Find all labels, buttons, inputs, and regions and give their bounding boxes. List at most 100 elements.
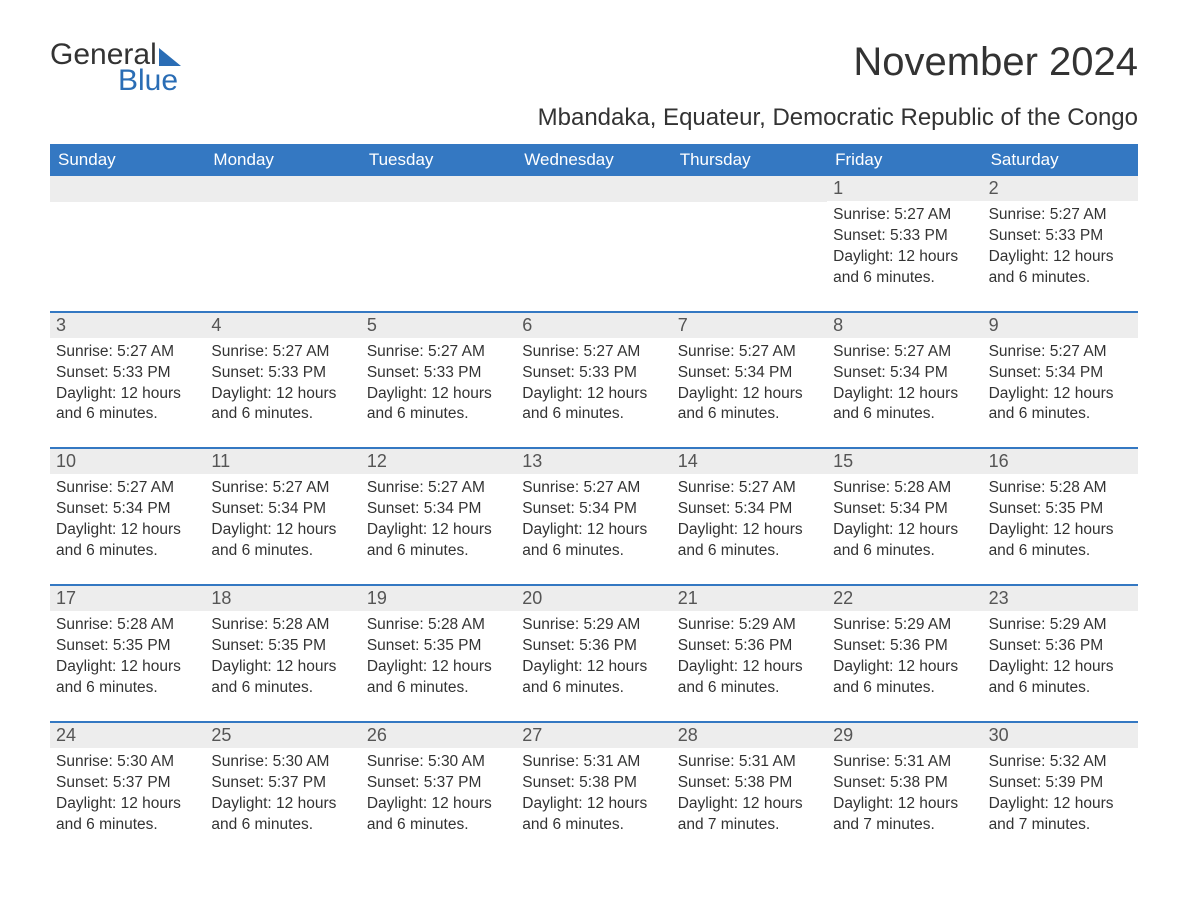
daylight-line: Daylight: 12 hours and 6 minutes.	[678, 520, 821, 562]
sunrise-line: Sunrise: 5:27 AM	[678, 342, 821, 363]
daylight-line: Daylight: 12 hours and 6 minutes.	[833, 384, 976, 426]
sunrise-line: Sunrise: 5:30 AM	[211, 752, 354, 773]
sunrise-line: Sunrise: 5:27 AM	[989, 342, 1132, 363]
day-number: 8	[827, 313, 982, 338]
sunrise-line: Sunrise: 5:27 AM	[833, 342, 976, 363]
day-number	[672, 176, 827, 202]
sunrise-line: Sunrise: 5:31 AM	[678, 752, 821, 773]
day-content: Sunrise: 5:28 AMSunset: 5:34 PMDaylight:…	[827, 474, 982, 566]
day-cell: 5Sunrise: 5:27 AMSunset: 5:33 PMDaylight…	[361, 313, 516, 430]
day-cell: 24Sunrise: 5:30 AMSunset: 5:37 PMDayligh…	[50, 723, 205, 840]
sunrise-line: Sunrise: 5:27 AM	[522, 478, 665, 499]
day-cell: 12Sunrise: 5:27 AMSunset: 5:34 PMDayligh…	[361, 449, 516, 566]
day-number	[516, 176, 671, 202]
day-cell: 2Sunrise: 5:27 AMSunset: 5:33 PMDaylight…	[983, 176, 1138, 293]
logo: General Blue	[50, 40, 181, 96]
day-number: 28	[672, 723, 827, 748]
day-cell: 14Sunrise: 5:27 AMSunset: 5:34 PMDayligh…	[672, 449, 827, 566]
daylight-line: Daylight: 12 hours and 6 minutes.	[833, 247, 976, 289]
day-content: Sunrise: 5:27 AMSunset: 5:34 PMDaylight:…	[827, 338, 982, 430]
day-cell: 27Sunrise: 5:31 AMSunset: 5:38 PMDayligh…	[516, 723, 671, 840]
day-number: 25	[205, 723, 360, 748]
weekday-header-cell: Saturday	[983, 144, 1138, 176]
sunset-line: Sunset: 5:34 PM	[367, 499, 510, 520]
day-number: 23	[983, 586, 1138, 611]
sunset-line: Sunset: 5:38 PM	[833, 773, 976, 794]
day-number	[361, 176, 516, 202]
day-content: Sunrise: 5:29 AMSunset: 5:36 PMDaylight:…	[672, 611, 827, 703]
sunset-line: Sunset: 5:33 PM	[989, 226, 1132, 247]
sunrise-line: Sunrise: 5:27 AM	[522, 342, 665, 363]
week-row: 24Sunrise: 5:30 AMSunset: 5:37 PMDayligh…	[50, 721, 1138, 840]
day-number: 15	[827, 449, 982, 474]
weekday-header-cell: Sunday	[50, 144, 205, 176]
daylight-line: Daylight: 12 hours and 6 minutes.	[989, 520, 1132, 562]
day-cell	[50, 176, 205, 293]
day-content: Sunrise: 5:32 AMSunset: 5:39 PMDaylight:…	[983, 748, 1138, 840]
day-number: 21	[672, 586, 827, 611]
sunrise-line: Sunrise: 5:28 AM	[211, 615, 354, 636]
day-number: 19	[361, 586, 516, 611]
day-cell: 22Sunrise: 5:29 AMSunset: 5:36 PMDayligh…	[827, 586, 982, 703]
sunset-line: Sunset: 5:33 PM	[833, 226, 976, 247]
day-content: Sunrise: 5:27 AMSunset: 5:33 PMDaylight:…	[361, 338, 516, 430]
sunrise-line: Sunrise: 5:28 AM	[833, 478, 976, 499]
sunset-line: Sunset: 5:34 PM	[522, 499, 665, 520]
day-cell: 11Sunrise: 5:27 AMSunset: 5:34 PMDayligh…	[205, 449, 360, 566]
day-content: Sunrise: 5:27 AMSunset: 5:34 PMDaylight:…	[50, 474, 205, 566]
sunset-line: Sunset: 5:36 PM	[989, 636, 1132, 657]
day-cell: 3Sunrise: 5:27 AMSunset: 5:33 PMDaylight…	[50, 313, 205, 430]
sunrise-line: Sunrise: 5:31 AM	[833, 752, 976, 773]
sunrise-line: Sunrise: 5:29 AM	[989, 615, 1132, 636]
sunset-line: Sunset: 5:37 PM	[367, 773, 510, 794]
sunrise-line: Sunrise: 5:27 AM	[56, 342, 199, 363]
daylight-line: Daylight: 12 hours and 6 minutes.	[522, 384, 665, 426]
sunset-line: Sunset: 5:34 PM	[211, 499, 354, 520]
day-content: Sunrise: 5:29 AMSunset: 5:36 PMDaylight:…	[827, 611, 982, 703]
sunrise-line: Sunrise: 5:28 AM	[367, 615, 510, 636]
week-row: 17Sunrise: 5:28 AMSunset: 5:35 PMDayligh…	[50, 584, 1138, 703]
day-content: Sunrise: 5:28 AMSunset: 5:35 PMDaylight:…	[361, 611, 516, 703]
day-cell: 28Sunrise: 5:31 AMSunset: 5:38 PMDayligh…	[672, 723, 827, 840]
daylight-line: Daylight: 12 hours and 6 minutes.	[989, 657, 1132, 699]
day-number	[50, 176, 205, 202]
sunrise-line: Sunrise: 5:30 AM	[56, 752, 199, 773]
sunrise-line: Sunrise: 5:27 AM	[367, 342, 510, 363]
sunrise-line: Sunrise: 5:27 AM	[211, 342, 354, 363]
daylight-line: Daylight: 12 hours and 6 minutes.	[56, 520, 199, 562]
day-number: 6	[516, 313, 671, 338]
sunrise-line: Sunrise: 5:27 AM	[989, 205, 1132, 226]
day-content: Sunrise: 5:27 AMSunset: 5:34 PMDaylight:…	[361, 474, 516, 566]
day-content: Sunrise: 5:30 AMSunset: 5:37 PMDaylight:…	[361, 748, 516, 840]
daylight-line: Daylight: 12 hours and 6 minutes.	[522, 794, 665, 836]
calendar: SundayMondayTuesdayWednesdayThursdayFrid…	[50, 144, 1138, 839]
day-content: Sunrise: 5:30 AMSunset: 5:37 PMDaylight:…	[205, 748, 360, 840]
day-cell: 8Sunrise: 5:27 AMSunset: 5:34 PMDaylight…	[827, 313, 982, 430]
day-number: 17	[50, 586, 205, 611]
day-cell: 26Sunrise: 5:30 AMSunset: 5:37 PMDayligh…	[361, 723, 516, 840]
day-content: Sunrise: 5:27 AMSunset: 5:33 PMDaylight:…	[516, 338, 671, 430]
logo-word-blue: Blue	[118, 66, 181, 96]
day-cell: 20Sunrise: 5:29 AMSunset: 5:36 PMDayligh…	[516, 586, 671, 703]
day-cell: 9Sunrise: 5:27 AMSunset: 5:34 PMDaylight…	[983, 313, 1138, 430]
sunset-line: Sunset: 5:34 PM	[989, 363, 1132, 384]
sunset-line: Sunset: 5:39 PM	[989, 773, 1132, 794]
day-number: 27	[516, 723, 671, 748]
sunrise-line: Sunrise: 5:27 AM	[678, 478, 821, 499]
sunset-line: Sunset: 5:34 PM	[833, 363, 976, 384]
sunset-line: Sunset: 5:36 PM	[522, 636, 665, 657]
sunrise-line: Sunrise: 5:29 AM	[522, 615, 665, 636]
sunset-line: Sunset: 5:35 PM	[989, 499, 1132, 520]
daylight-line: Daylight: 12 hours and 6 minutes.	[522, 657, 665, 699]
week-row: 1Sunrise: 5:27 AMSunset: 5:33 PMDaylight…	[50, 176, 1138, 293]
day-number: 30	[983, 723, 1138, 748]
daylight-line: Daylight: 12 hours and 6 minutes.	[211, 794, 354, 836]
day-content: Sunrise: 5:27 AMSunset: 5:34 PMDaylight:…	[516, 474, 671, 566]
daylight-line: Daylight: 12 hours and 6 minutes.	[367, 657, 510, 699]
day-content: Sunrise: 5:31 AMSunset: 5:38 PMDaylight:…	[516, 748, 671, 840]
day-content: Sunrise: 5:29 AMSunset: 5:36 PMDaylight:…	[516, 611, 671, 703]
daylight-line: Daylight: 12 hours and 6 minutes.	[522, 520, 665, 562]
daylight-line: Daylight: 12 hours and 6 minutes.	[367, 384, 510, 426]
sunrise-line: Sunrise: 5:27 AM	[367, 478, 510, 499]
day-content: Sunrise: 5:28 AMSunset: 5:35 PMDaylight:…	[50, 611, 205, 703]
